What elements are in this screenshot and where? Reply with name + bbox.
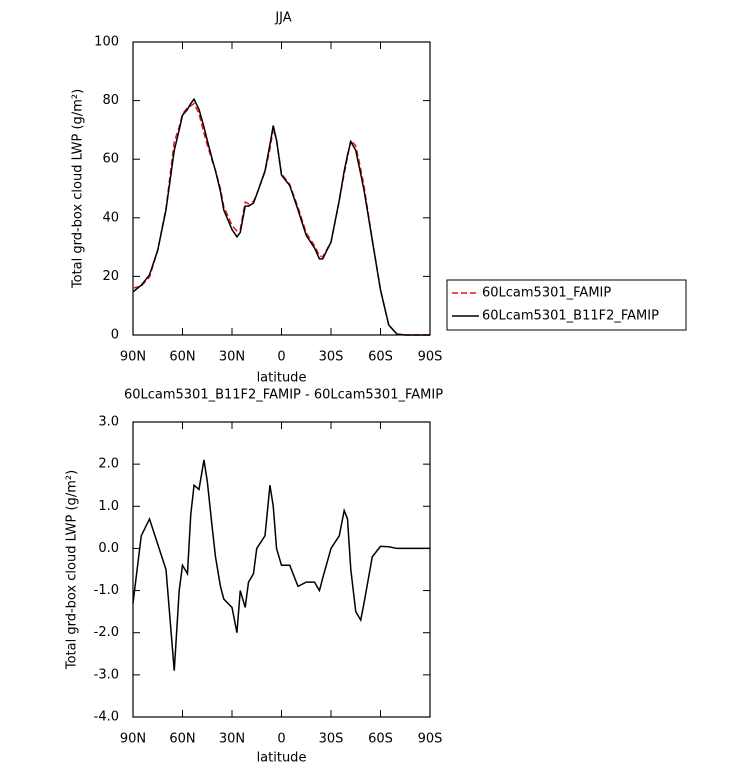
x-tick-label: 0 [277,732,285,747]
y-axis-label: Total grd-box cloud LWP (g/m²) [65,470,80,670]
chart-title: 60Lcam5301_B11F2_FAMIP - 60Lcam5301_FAMI… [124,388,443,403]
y-tick-label: 0.0 [98,541,119,556]
y-tick-label: -2.0 [94,625,119,640]
y-tick-label: 0 [111,328,119,343]
x-tick-label: 60N [169,350,195,365]
y-tick-label: -3.0 [94,667,119,682]
x-tick-label: 90N [120,732,146,747]
legend-box [446,279,687,331]
x-tick-label: 90S [418,732,443,747]
y-tick-label: 40 [102,210,119,225]
x-tick-label: 30S [319,732,344,747]
legend-label: 60Lcam5301_FAMIP [482,286,611,301]
y-tick-label: 100 [94,35,119,50]
x-tick-label: 0 [277,350,285,365]
y-tick-label: -4.0 [94,710,119,725]
y-tick-label: 60 [102,152,119,167]
plot-frame [132,41,431,336]
y-tick-label: 1.0 [98,499,119,514]
y-axis-label: Total grd-box cloud LWP (g/m²) [71,89,86,289]
x-axis-label: latitude [257,751,307,766]
legend: 60Lcam5301_FAMIP 60Lcam5301_B11F2_FAMIP [446,279,687,331]
x-tick-label: 90S [418,350,443,365]
y-tick-label: -1.0 [94,583,119,598]
x-tick-label: 60N [169,732,195,747]
x-tick-label: 30N [219,350,245,365]
x-tick-label: 60S [368,350,393,365]
y-tick-label: 80 [102,93,119,108]
x-tick-label: 90N [120,350,146,365]
data-line [132,459,430,671]
x-tick-label: 60S [368,732,393,747]
legend-label: 60Lcam5301_B11F2_FAMIP [482,309,659,324]
plot-frame [132,421,431,718]
chart-title: JJA [274,11,291,26]
y-tick-label: 2.0 [98,457,119,472]
y-tick-label: 3.0 [98,415,119,430]
x-tick-label: 30S [319,350,344,365]
y-tick-label: 20 [102,269,119,284]
x-axis-label: latitude [257,371,307,386]
x-tick-label: 30N [219,732,245,747]
data-line [132,97,430,336]
